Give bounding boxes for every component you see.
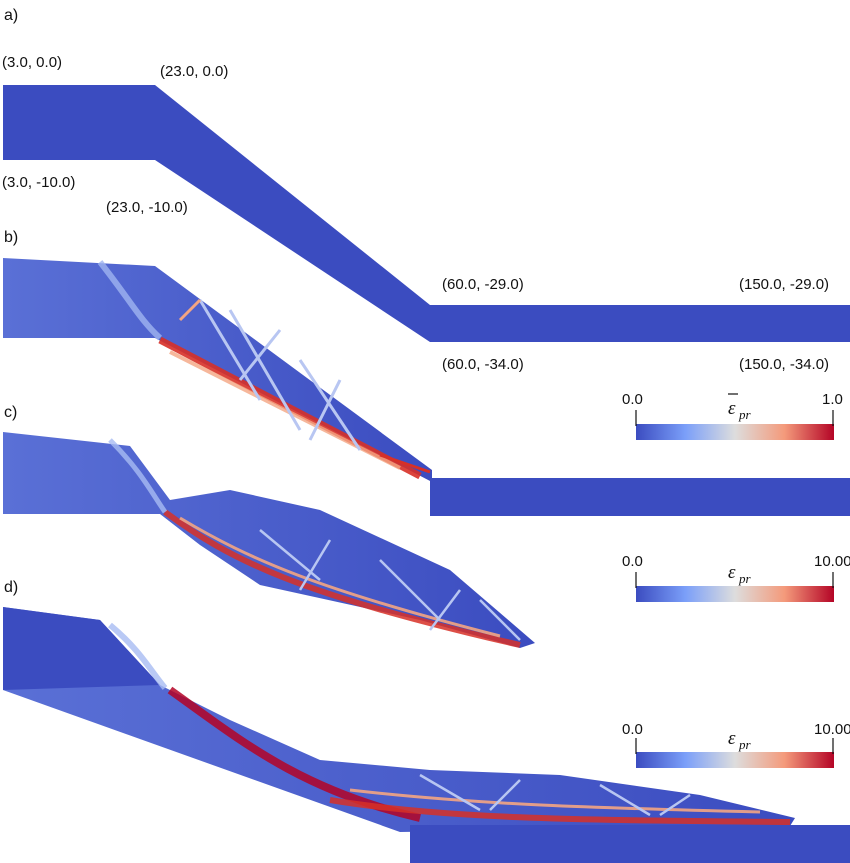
colorbar-2-max: 10.00 bbox=[814, 553, 850, 570]
coord-toe-bottom: (60.0, -34.0) bbox=[442, 356, 524, 373]
panel-c-geometry bbox=[3, 432, 850, 648]
colorbar-1-max: 1.0 bbox=[822, 391, 843, 408]
panel-b-geometry bbox=[3, 258, 432, 482]
colorbar-1-subscript: pr bbox=[738, 407, 752, 422]
panel-a-geometry bbox=[3, 85, 850, 342]
coord-crest-top: (23.0, 0.0) bbox=[160, 63, 228, 80]
coord-right-bottom: (150.0, -34.0) bbox=[739, 356, 829, 373]
colorbar-2-min: 0.0 bbox=[622, 553, 643, 570]
coord-top-left: (3.0, 0.0) bbox=[2, 54, 62, 71]
colorbar-1: 0.0 1.0 ε pr bbox=[622, 391, 843, 440]
colorbar-3-symbol: ε bbox=[728, 728, 736, 749]
colorbar-3-min: 0.0 bbox=[622, 721, 643, 738]
colorbar-3: 0.0 10.00 ε pr bbox=[622, 721, 850, 768]
panel-label-c: c) bbox=[4, 404, 17, 421]
colorbar-1-min: 0.0 bbox=[622, 391, 643, 408]
coord-right-top: (150.0, -29.0) bbox=[739, 276, 829, 293]
colorbar-3-subscript: pr bbox=[738, 737, 752, 752]
coord-toe-top: (60.0, -29.0) bbox=[442, 276, 524, 293]
colorbar-2-symbol: ε bbox=[728, 562, 736, 583]
coord-bottom-left: (3.0, -10.0) bbox=[2, 174, 75, 191]
colorbar-2: 0.0 10.00 ε pr bbox=[622, 553, 850, 602]
colorbar-3-max: 10.00 bbox=[814, 721, 850, 738]
colorbar-2-subscript: pr bbox=[738, 571, 752, 586]
panel-label-d: d) bbox=[4, 579, 18, 596]
panel-label-b: b) bbox=[4, 229, 18, 246]
panel-d-geometry bbox=[3, 607, 850, 863]
coord-crest-bottom: (23.0, -10.0) bbox=[106, 199, 188, 216]
panel-label-a: a) bbox=[4, 7, 18, 24]
colorbar-1-symbol: ε bbox=[728, 398, 736, 419]
